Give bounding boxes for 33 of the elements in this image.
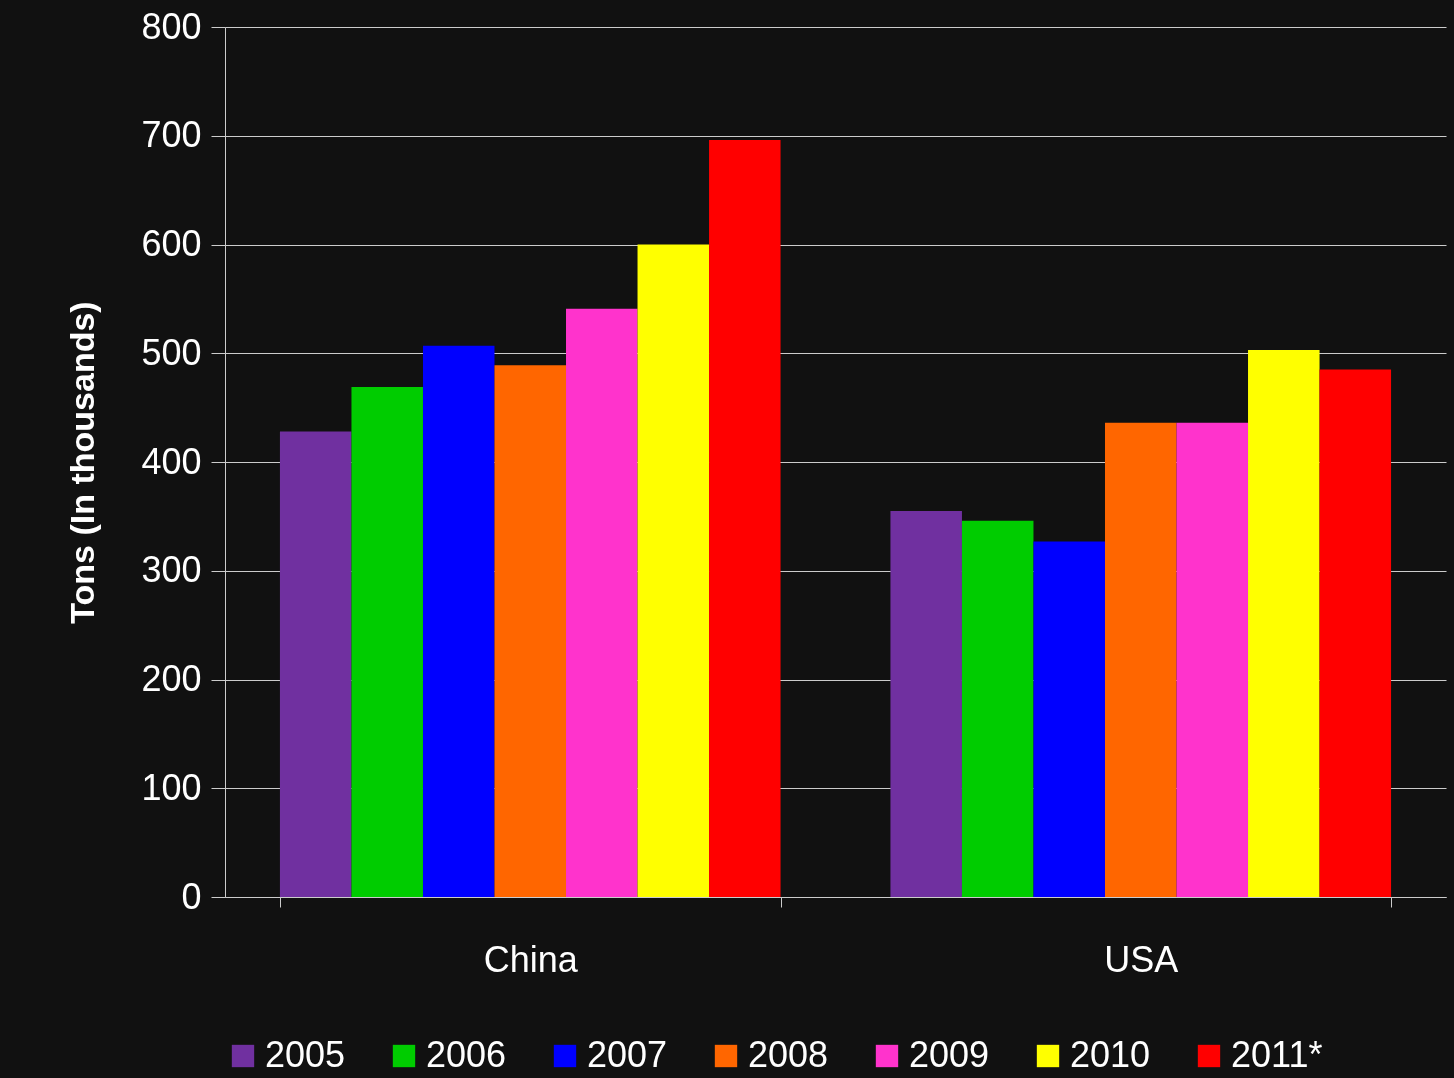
bar (1033, 541, 1105, 897)
legend-label: 2010 (1070, 1034, 1151, 1075)
bar (422, 345, 495, 897)
legend-label: 2006 (426, 1034, 507, 1075)
y-tick-label: 600 (141, 223, 202, 264)
legend-label: 2011* (1231, 1034, 1323, 1075)
legend-label: 2009 (909, 1034, 990, 1075)
bar (709, 140, 781, 897)
x-tick-label: USA (1104, 938, 1179, 980)
bar (1104, 422, 1177, 897)
bar (890, 510, 962, 897)
y-tick-label: 500 (141, 331, 202, 373)
legend-label: 2005 (265, 1034, 346, 1075)
bar (279, 431, 352, 897)
y-tick-label: 0 (181, 875, 202, 917)
y-tick-label: 400 (141, 440, 202, 482)
bar (1248, 349, 1320, 897)
y-axis-title: Tons (In thousands) (63, 301, 102, 624)
bar (961, 520, 1034, 897)
bar (351, 386, 423, 897)
y-tick-label: 700 (141, 114, 202, 156)
x-tick-label: China (483, 938, 579, 980)
y-tick-label: 300 (141, 549, 202, 591)
y-tick-label: 100 (141, 766, 202, 808)
bar (1176, 422, 1249, 897)
bar (637, 244, 710, 897)
legend-label: 2007 (587, 1034, 668, 1075)
bar (1319, 369, 1392, 897)
legend-label: 2008 (748, 1034, 829, 1075)
bar (494, 365, 567, 897)
bar (566, 308, 638, 897)
y-tick-label: 800 (141, 5, 202, 47)
y-tick-label: 200 (141, 658, 202, 699)
